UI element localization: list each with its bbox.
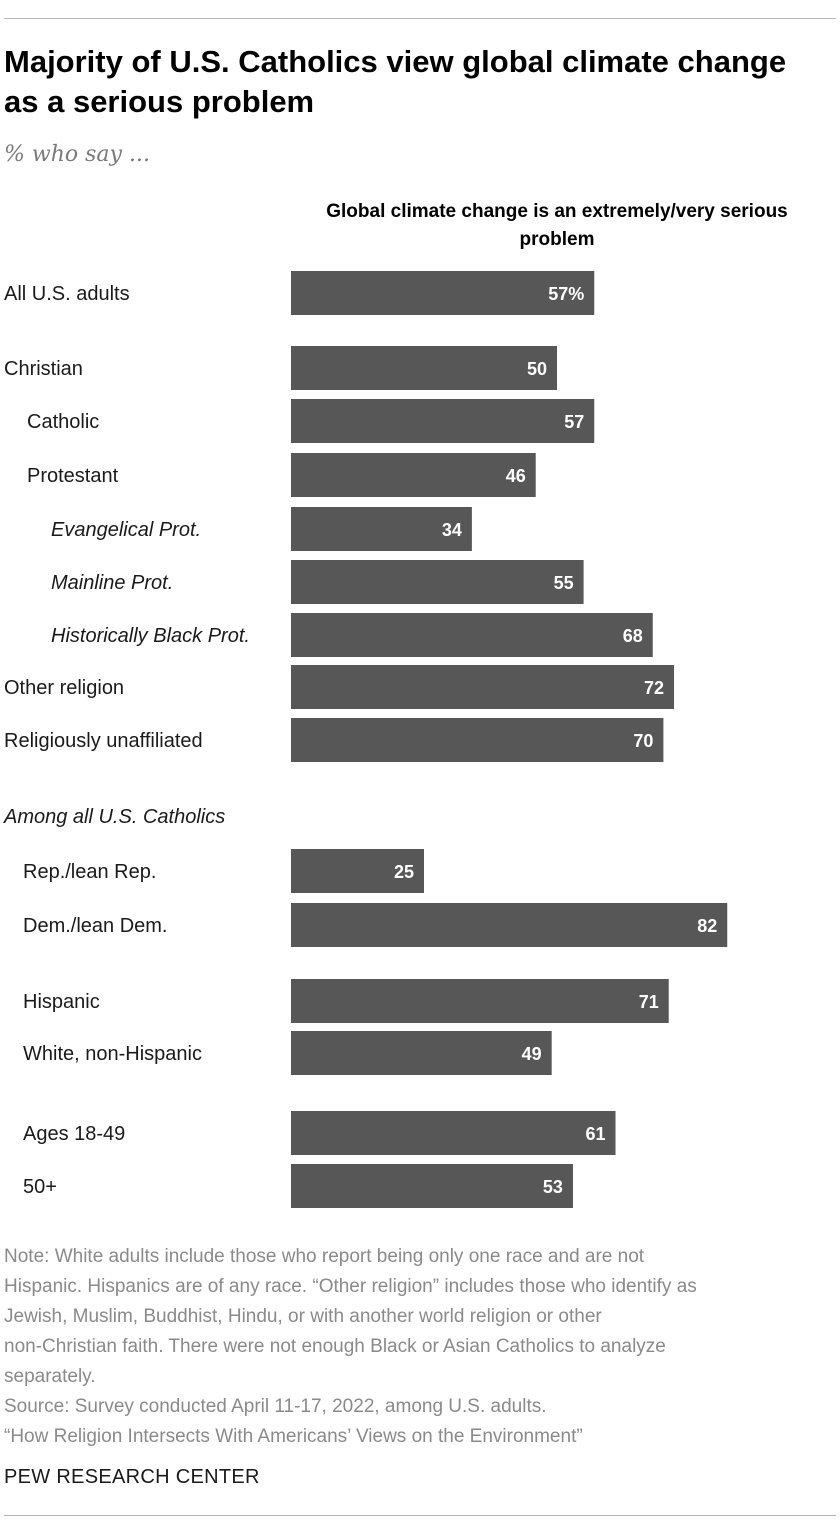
section-label: Among all U.S. Catholics — [3, 806, 225, 828]
bar — [291, 453, 536, 497]
bar — [291, 1031, 552, 1075]
note-line: separately. — [4, 1366, 96, 1387]
notes-block: Note: White adults include those who rep… — [4, 1242, 836, 1452]
note-line: Note: White adults include those who rep… — [4, 1246, 645, 1267]
bar — [291, 613, 653, 657]
bar — [291, 903, 728, 947]
value-label: 49 — [522, 1044, 542, 1064]
note-line: non-Christian faith. There were not enou… — [4, 1336, 666, 1357]
value-label: 61 — [585, 1124, 605, 1144]
category-label: 50+ — [23, 1176, 57, 1198]
bar — [291, 560, 584, 604]
category-label: Ages 18-49 — [23, 1123, 125, 1145]
category-label: Rep./lean Rep. — [23, 861, 156, 883]
bar — [291, 849, 424, 893]
category-label: Religiously unaffiliated — [4, 730, 203, 752]
column-header: Global climate change is an extremely/ve… — [326, 201, 788, 250]
value-label: 25 — [394, 862, 414, 882]
value-label: 71 — [639, 992, 659, 1012]
source-line: Source: Survey conducted April 11-17, 20… — [4, 1396, 547, 1417]
chart-subtitle: % who say ... — [4, 142, 150, 167]
bar — [291, 399, 595, 443]
bar — [291, 979, 669, 1023]
category-label: White, non-Hispanic — [23, 1043, 202, 1065]
category-label: All U.S. adults — [4, 283, 130, 305]
bar — [291, 665, 675, 709]
top-rule — [4, 18, 836, 19]
value-label: 50 — [527, 359, 547, 379]
value-label: 34 — [442, 520, 462, 540]
note-line: Jewish, Muslim, Buddhist, Hindu, or with… — [4, 1306, 602, 1327]
category-label: Evangelical Prot. — [51, 519, 201, 541]
value-label: 70 — [633, 731, 653, 751]
bar-chart: All U.S. adults Christian Catholic Protesta… — [3, 271, 728, 1208]
value-label: 53 — [543, 1177, 563, 1197]
category-label: Dem./lean Dem. — [23, 915, 168, 937]
value-label: 57 — [564, 412, 584, 432]
category-label: Christian — [4, 358, 83, 380]
note-line: Hispanic. Hispanics are of any race. “Ot… — [4, 1276, 697, 1297]
category-label: Mainline Prot. — [51, 572, 173, 594]
bar — [291, 1164, 573, 1208]
bottom-rule — [4, 1515, 836, 1516]
value-label: 55 — [554, 573, 574, 593]
bar — [291, 271, 595, 315]
category-label: Hispanic — [23, 991, 100, 1013]
bar — [291, 346, 557, 390]
category-label: Other religion — [4, 677, 124, 699]
value-label: 57% — [548, 284, 584, 304]
chart-title: Majority of U.S. Catholics view global c… — [4, 44, 787, 119]
bar — [291, 507, 472, 551]
brand-wordmark: PEW RESEARCH CENTER — [4, 1466, 260, 1488]
category-label: Protestant — [27, 465, 119, 487]
value-label: 82 — [697, 916, 717, 936]
category-label: Catholic — [27, 411, 99, 433]
bar — [291, 1111, 616, 1155]
value-label: 46 — [506, 466, 526, 486]
category-label: Historically Black Prot. — [51, 625, 250, 647]
bar — [291, 718, 664, 762]
value-label: 72 — [644, 678, 664, 698]
value-label: 68 — [623, 626, 643, 646]
report-title-line: “How Religion Intersects With Americans’… — [4, 1426, 583, 1447]
